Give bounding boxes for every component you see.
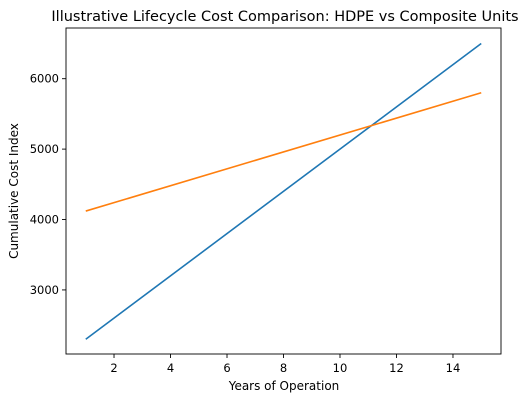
series-line-2 — [85, 92, 482, 212]
x-tick-label: 6 — [223, 361, 230, 375]
chart-title: Illustrative Lifecycle Cost Comparison: … — [51, 9, 518, 25]
x-tick-label: 10 — [333, 361, 348, 375]
x-tick-label: 14 — [446, 361, 461, 375]
y-axis-label: Cumulative Cost Index — [7, 123, 21, 259]
x-tick-label: 2 — [110, 361, 117, 375]
series-line-1 — [85, 42, 482, 340]
y-tick-label: 5000 — [30, 142, 59, 156]
y-tick-label: 4000 — [30, 213, 59, 227]
y-tick-label: 3000 — [30, 283, 59, 297]
x-tick-label: 4 — [167, 361, 174, 375]
y-tick-label: 6000 — [30, 72, 59, 86]
x-tick-label: 8 — [280, 361, 287, 375]
plot-area: 2 4 6 8 10 12 14 3000 4000 5000 6000 — [30, 27, 502, 375]
x-tick-label: 12 — [389, 361, 404, 375]
x-axis-label: Years of Operation — [228, 379, 340, 393]
